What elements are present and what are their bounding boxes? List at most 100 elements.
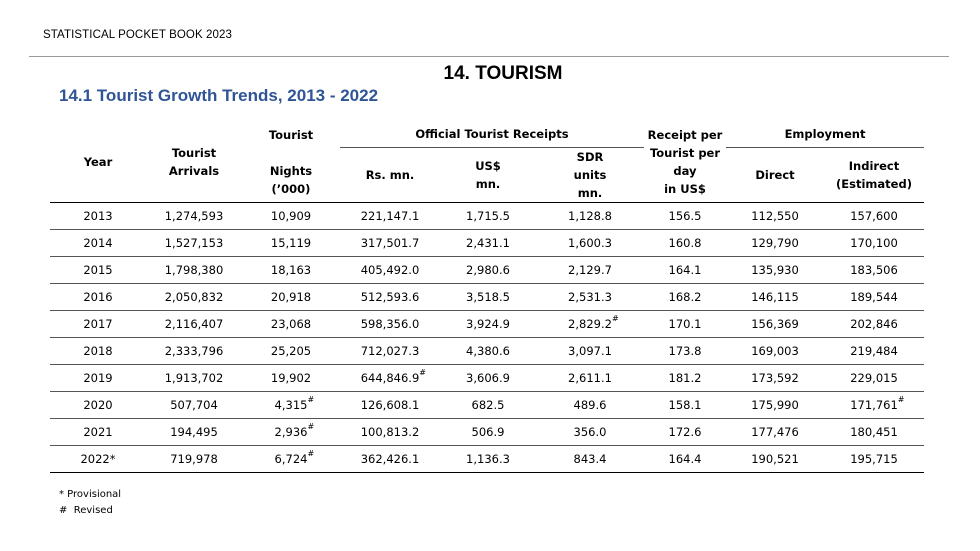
table-row: 2019 1,913,702 19,902 644,846.9 #3,606.9 2,61… <box>50 364 925 392</box>
cell-employment-indirect: 171,761 # <box>824 391 925 419</box>
cell-year: 2021 <box>50 418 146 446</box>
cell-receipts-usd: 506.9 <box>440 418 536 446</box>
footnote-revised: # Revised <box>59 505 113 516</box>
cell-year: 2013 <box>50 202 146 230</box>
chapter-title: 14. TOURISM <box>443 63 563 84</box>
cell-year: 2015 <box>50 256 146 284</box>
cell-receipts-usd: 3,518.5 <box>440 283 536 311</box>
cell-year: 2020 <box>50 391 146 419</box>
cell-employment-indirect: 157,600 <box>824 202 925 230</box>
table-row: 2013 1,274,593 10,909 221,147.1 1,715.5 1,128… <box>50 202 925 230</box>
footnote-provisional: * Provisional <box>59 489 122 500</box>
header-arrivals: Tourist Arrivals <box>168 145 220 178</box>
cell-arrivals: 2,116,407 <box>146 310 242 338</box>
cell-receipts-rs: 126,608.1 <box>340 391 440 419</box>
cell-receipts-sdr: 2,611.1 <box>536 364 644 392</box>
cell-year: 2014 <box>50 229 146 257</box>
cell-receipts-rs: 598,356.0 <box>340 310 440 338</box>
cell-receipts-rs: 712,027.3 <box>340 337 440 365</box>
cell-receipt-per-day: 164.1 <box>644 256 726 284</box>
cell-nights: 18,163 <box>242 256 340 284</box>
table-row: 2017 2,116,407 23,068 598,356.0 3,924.9 2,829… <box>50 310 925 338</box>
cell-receipts-rs: 100,813.2 <box>340 418 440 446</box>
cell-employment-indirect: 189,544 <box>824 283 925 311</box>
cell-receipts-sdr: 489.6 <box>536 391 644 419</box>
footnotes: * Provisional # Revised <box>59 487 121 519</box>
tourist-growth-table: Year Tourist Arrivals Tourist Nights (’000)… <box>50 121 925 473</box>
cell-receipts-usd: 3,606.9 <box>440 364 536 392</box>
cell-receipts-sdr: 1,600.3 <box>536 229 644 257</box>
cell-receipts-usd: 2,980.6 <box>440 256 536 284</box>
cell-arrivals: 2,333,796 <box>146 337 242 365</box>
cell-receipts-sdr: 2,531.3 <box>536 283 644 311</box>
table-body: 2013 1,274,593 10,909 221,147.1 1,715.5 1,128… <box>50 202 925 473</box>
cell-year: 2019 <box>50 364 146 392</box>
cell-receipt-per-day: 168.2 <box>644 283 726 311</box>
cell-nights: 25,205 <box>242 337 340 365</box>
cell-receipts-rs: 221,147.1 <box>340 202 440 230</box>
cell-receipts-usd: 3,924.9 <box>440 310 536 338</box>
cell-arrivals: 1,527,153 <box>146 229 242 257</box>
cell-receipts-sdr: 1,128.8 <box>536 202 644 230</box>
cell-arrivals: 1,913,702 <box>146 364 242 392</box>
cell-receipts-rs: 362,426.1 <box>340 445 440 473</box>
cell-employment-indirect: 219,484 <box>824 337 925 365</box>
cell-receipts-rs: 317,501.7 <box>340 229 440 257</box>
cell-employment-direct: 173,592 <box>726 364 824 392</box>
cell-receipts-usd: 1,136.3 <box>440 445 536 473</box>
header-receipts-rs: Rs. mn. <box>365 168 415 182</box>
cell-employment-direct: 135,930 <box>726 256 824 284</box>
cell-arrivals: 1,274,593 <box>146 202 242 230</box>
cell-employment-direct: 129,790 <box>726 229 824 257</box>
table-row: 2018 2,333,796 25,205 712,027.3 4,380.6 3,097… <box>50 337 925 365</box>
cell-employment-indirect: 229,015 <box>824 364 925 392</box>
header-employment-group: Employment <box>726 121 925 148</box>
cell-employment-direct: 146,115 <box>726 283 824 311</box>
cell-arrivals: 507,704 <box>146 391 242 419</box>
cell-receipts-usd: 2,431.1 <box>440 229 536 257</box>
cell-receipts-usd: 4,380.6 <box>440 337 536 365</box>
cell-receipts-rs: 644,846.9 # <box>340 364 440 392</box>
cell-nights: 20,918 <box>242 283 340 311</box>
header-receipts-group: Official Tourist Receipts <box>340 121 644 148</box>
cell-employment-indirect: 183,506 <box>824 256 925 284</box>
cell-receipt-per-day: 164.4 <box>644 445 726 473</box>
cell-receipts-rs: 512,593.6 <box>340 283 440 311</box>
cell-receipts-sdr: 2,829.2 # <box>536 310 644 338</box>
cell-employment-direct: 156,369 <box>726 310 824 338</box>
section-title: 14.1 Tourist Growth Trends, 2013 - 2022 <box>59 86 379 105</box>
header-receipt-per-day: Receipt per Tourist per day in US$ <box>647 127 723 196</box>
cell-employment-direct: 177,476 <box>726 418 824 446</box>
cell-receipts-sdr: 356.0 <box>536 418 644 446</box>
table-row: 2016 2,050,832 20,918 512,593.6 3,518.5 2,531… <box>50 283 925 311</box>
cell-receipt-per-day: 160.8 <box>644 229 726 257</box>
cell-receipt-per-day: 173.8 <box>644 337 726 365</box>
header-year: Year <box>83 154 113 169</box>
table-row: 2020 507,704 4,315 #126,608.1 682.5 489.6 158.… <box>50 391 925 419</box>
cell-year: 2016 <box>50 283 146 311</box>
cell-nights: 6,724 # <box>242 445 340 473</box>
cell-nights: 10,909 <box>242 202 340 230</box>
cell-year: 2018 <box>50 337 146 365</box>
header-indirect: Indirect (Estimated) <box>836 159 912 191</box>
cell-employment-direct: 190,521 <box>726 445 824 473</box>
cell-nights: 15,119 <box>242 229 340 257</box>
cell-nights: 23,068 <box>242 310 340 338</box>
cell-receipt-per-day: 172.6 <box>644 418 726 446</box>
cell-employment-direct: 175,990 <box>726 391 824 419</box>
cell-receipts-sdr: 3,097.1 <box>536 337 644 365</box>
header-receipts-usd: US$ mn. <box>475 159 501 191</box>
cell-receipts-usd: 682.5 <box>440 391 536 419</box>
cell-employment-indirect: 202,846 <box>824 310 925 338</box>
cell-nights: 4,315 # <box>242 391 340 419</box>
cell-receipt-per-day: 158.1 <box>644 391 726 419</box>
cell-receipts-sdr: 843.4 <box>536 445 644 473</box>
cell-arrivals: 2,050,832 <box>146 283 242 311</box>
cell-receipt-per-day: 181.2 <box>644 364 726 392</box>
cell-arrivals: 194,495 <box>146 418 242 446</box>
cell-receipts-sdr: 2,129.7 <box>536 256 644 284</box>
cell-nights: 2,936 # <box>242 418 340 446</box>
cell-year: 2022* <box>50 445 146 473</box>
cell-employment-indirect: 170,100 <box>824 229 925 257</box>
header-divider <box>29 56 949 57</box>
